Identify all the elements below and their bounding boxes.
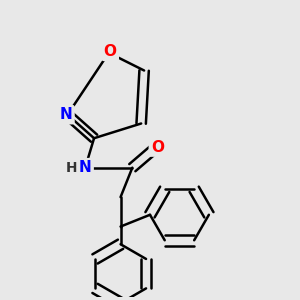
Text: O: O [151,140,164,154]
Text: O: O [104,44,117,59]
Text: N: N [60,107,73,122]
Text: N: N [79,160,92,175]
Text: H: H [66,161,78,175]
